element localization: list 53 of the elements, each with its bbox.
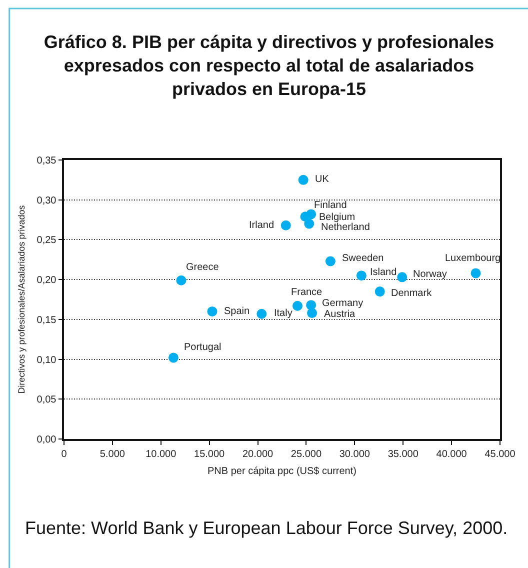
- y-axis-title: Directivos y profesionales/Asalariados privados: [16, 204, 27, 394]
- annotation: Belgium: [319, 212, 356, 223]
- annotation: Austria: [324, 309, 356, 320]
- x-tick-label: 5.000: [100, 448, 126, 460]
- point: [325, 256, 336, 266]
- annotation: Spain: [224, 306, 250, 317]
- point: [397, 272, 408, 282]
- annotation: Norway: [413, 269, 447, 280]
- point: [374, 286, 385, 297]
- x-tick-label: 45.000: [484, 448, 516, 460]
- y-tick-label: 0,35: [36, 156, 57, 166]
- x-tick-label: 20.000: [242, 448, 274, 460]
- source-note: Fuente: World Bank y European Labour Force Survey, 2000.: [25, 518, 508, 538]
- x-tick-label: 35.000: [388, 448, 419, 460]
- x-axis-title: PNB per cápita ppc (US$ current): [208, 466, 356, 477]
- y-tick-label: 0,10: [36, 354, 57, 366]
- annotation: France: [291, 287, 323, 298]
- annotation: Sweeden: [342, 253, 384, 264]
- x-tick-label: 25.000: [290, 448, 322, 460]
- point: [470, 268, 481, 278]
- point: [256, 308, 267, 319]
- annotation: UK: [315, 174, 330, 185]
- x-tick-label: 10.000: [146, 448, 177, 460]
- annotation: Italy: [274, 308, 292, 319]
- point: [304, 218, 314, 229]
- y-tick-label: 0,20: [36, 275, 57, 286]
- point: [356, 270, 366, 281]
- annotation: Greece: [186, 262, 220, 273]
- point: [168, 352, 178, 363]
- point: [176, 275, 186, 286]
- point: [292, 300, 302, 311]
- annotation: Denmark: [391, 288, 433, 299]
- annotation: Luxembourg: [445, 253, 501, 264]
- y-tick-label: 0,15: [36, 314, 57, 326]
- x-tick-label: 30.000: [339, 448, 370, 460]
- y-tick-label: 0,05: [36, 394, 57, 406]
- y-tick-label: 0,25: [36, 235, 57, 246]
- annotation: Netherland: [321, 222, 370, 233]
- x-tick-label: 15.000: [194, 448, 226, 460]
- point: [280, 220, 291, 230]
- annotation: Portugal: [184, 342, 222, 353]
- annotation: Island: [370, 267, 397, 278]
- point: [298, 174, 308, 185]
- annotation: Germany: [322, 298, 364, 309]
- chart-title: Gráfico 8. PIB per cápita y directivos y profesionales expresados con respecto al total de asalariados privados en Europa-15: [44, 32, 494, 99]
- x-tick-label: 40.000: [436, 448, 468, 460]
- annotation: Finland: [314, 200, 347, 211]
- point: [307, 308, 318, 318]
- y-tick-label: 0,00: [36, 434, 57, 446]
- y-tick-label: 0,30: [36, 195, 57, 206]
- x-tick-label: 0: [61, 448, 68, 460]
- point: [207, 306, 218, 316]
- annotation: Irland: [249, 220, 274, 231]
